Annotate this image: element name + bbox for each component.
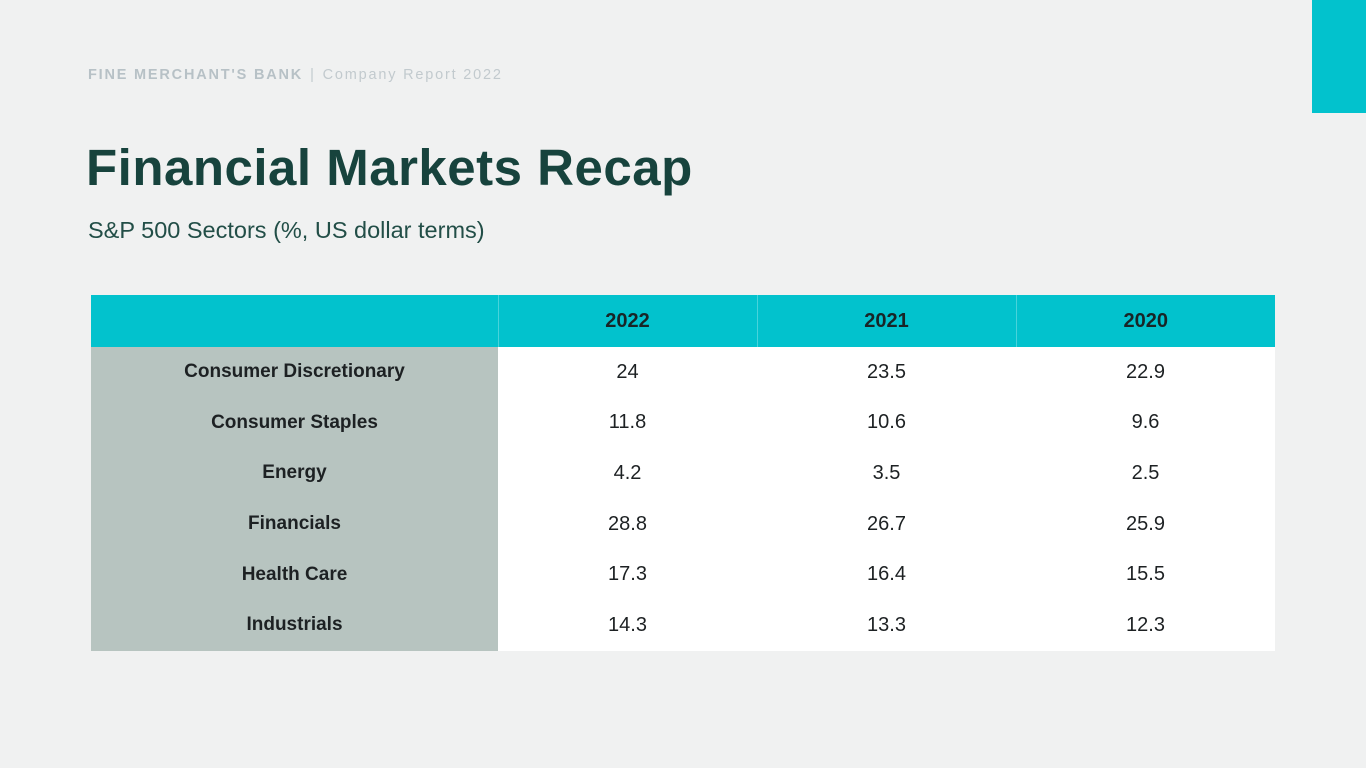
cell-value: 15.5 [1016,549,1275,600]
accent-square [1312,0,1366,113]
column-header-2022: 2022 [497,295,757,347]
table-header-row: 2022 2021 2020 [91,295,1275,347]
row-label: Industrials [91,599,498,651]
cell-value: 9.6 [1016,397,1275,449]
row-label: Energy [91,448,498,499]
label-column-header [91,295,498,347]
table-row: Consumer Discretionary 24 23.5 22.9 [91,347,1275,398]
cell-value: 12.3 [1016,599,1275,651]
cell-value: 4.2 [498,448,757,499]
page-title: Financial Markets Recap [86,139,693,196]
cell-value: 24 [498,347,757,398]
row-label: Financials [91,498,498,550]
table-row: Consumer Staples 11.8 10.6 9.6 [91,397,1275,449]
table-row: Industrials 14.3 13.3 12.3 [91,599,1275,651]
brand-name: FINE MERCHANT'S BANK [88,67,304,83]
report-eyebrow: FINE MERCHANT'S BANK | Company Report 2022 [88,67,503,83]
cell-value: 23.5 [757,347,1016,398]
row-label: Consumer Discretionary [91,347,498,398]
cell-value: 10.6 [757,397,1016,449]
cell-value: 26.7 [757,498,1016,550]
column-header-2021: 2021 [756,295,1016,347]
sector-table: 2022 2021 2020 Consumer Discretionary 24… [91,295,1275,651]
eyebrow-divider: | [310,67,316,83]
row-label: Health Care [91,549,498,600]
row-label: Consumer Staples [91,397,498,449]
cell-value: 14.3 [498,599,757,651]
cell-value: 13.3 [757,599,1016,651]
cell-value: 3.5 [757,448,1016,499]
cell-value: 25.9 [1016,498,1275,550]
cell-value: 11.8 [498,397,757,449]
cell-value: 28.8 [498,498,757,550]
table-row: Energy 4.2 3.5 2.5 [91,448,1275,499]
cell-value: 2.5 [1016,448,1275,499]
table-row: Health Care 17.3 16.4 15.5 [91,549,1275,600]
table-row: Financials 28.8 26.7 25.9 [91,498,1275,550]
cell-value: 17.3 [498,549,757,600]
column-header-2020: 2020 [1015,295,1275,347]
cell-value: 22.9 [1016,347,1275,398]
sector-table-container: 2022 2021 2020 Consumer Discretionary 24… [91,295,1275,651]
cell-value: 16.4 [757,549,1016,600]
page-subtitle: S&P 500 Sectors (%, US dollar terms) [88,217,485,243]
report-label: Company Report 2022 [322,67,503,83]
